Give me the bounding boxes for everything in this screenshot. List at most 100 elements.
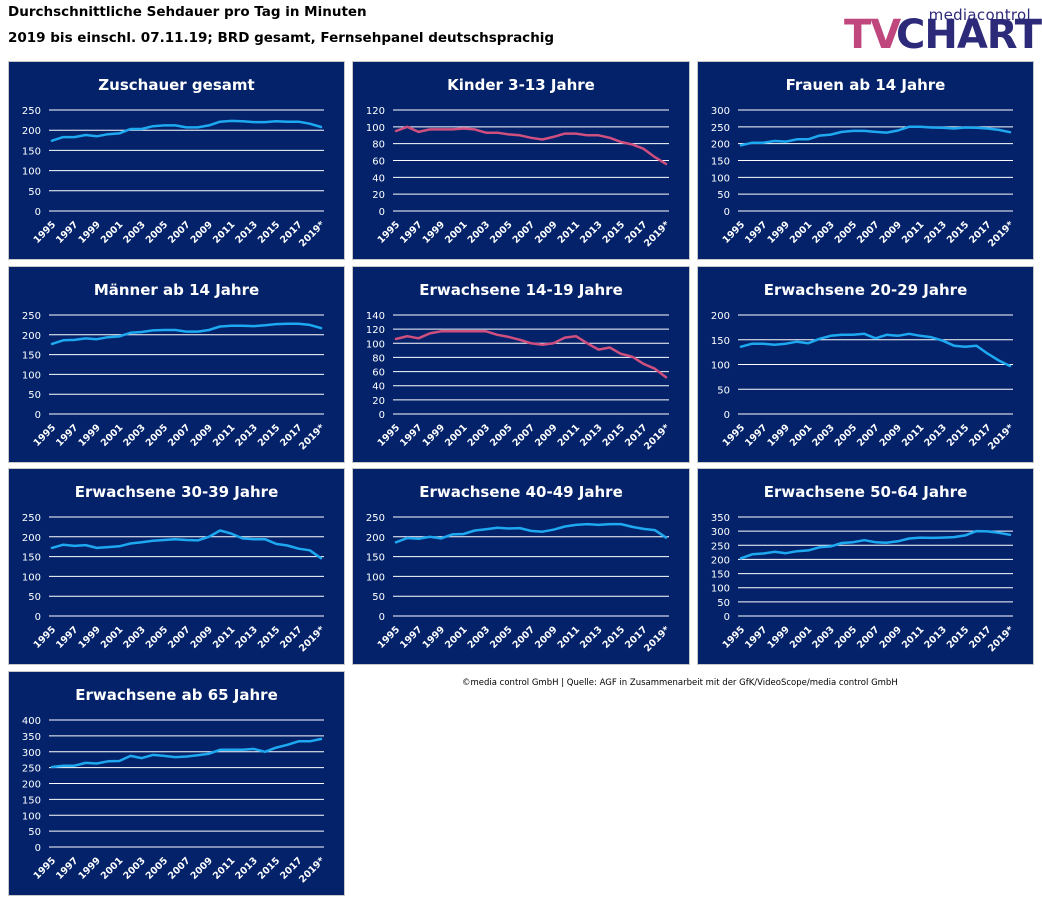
x-tick-label: 1997 — [398, 422, 424, 448]
y-tick-label: 40 — [372, 173, 385, 184]
x-tick-label: 1999 — [421, 422, 447, 448]
x-tick-label: 1999 — [421, 624, 447, 650]
x-tick-label: 2013 — [922, 624, 948, 650]
x-tick-label: 2015 — [256, 219, 282, 245]
y-tick-label: 200 — [711, 311, 730, 322]
x-tick-label: 2015 — [945, 219, 971, 245]
y-tick-label: 0 — [379, 207, 385, 218]
series-line — [739, 529, 1012, 560]
y-tick-label: 100 — [22, 370, 41, 381]
y-tick-label: 200 — [711, 555, 730, 566]
x-tick-label: 2013 — [578, 422, 604, 448]
y-tick-label: 200 — [22, 331, 41, 342]
x-tick-label: 2013 — [233, 422, 259, 448]
x-tick-label: 2005 — [488, 219, 514, 245]
x-tick-label: 1999 — [421, 219, 447, 245]
y-tick-label: 100 — [22, 167, 41, 178]
y-tick-label: 50 — [28, 390, 41, 401]
x-tick-label: 2003 — [121, 219, 147, 245]
y-tick-label: 150 — [366, 553, 385, 564]
y-tick-label: 250 — [22, 513, 41, 524]
chart-title: Erwachsene 20-29 Jahre — [764, 281, 968, 299]
x-tick-label: 2019* — [642, 422, 672, 452]
x-tick-label: 2005 — [833, 422, 859, 448]
chart-title: Erwachsene 30-39 Jahre — [75, 483, 279, 501]
y-tick-label: 250 — [366, 513, 385, 524]
x-tick-label: 2011 — [900, 219, 926, 245]
y-tick-label: 60 — [372, 368, 385, 379]
line-chart: Männer ab 14 Jahre0501001502002501995199… — [22, 281, 327, 452]
x-tick-label: 1995 — [376, 422, 402, 448]
y-tick-label: 200 — [22, 780, 41, 791]
x-tick-label: 1999 — [76, 422, 102, 448]
x-tick-label: 2003 — [810, 422, 836, 448]
y-tick-label: 0 — [35, 207, 41, 218]
x-tick-label: 2003 — [466, 219, 492, 245]
x-tick-label: 2007 — [855, 219, 881, 245]
x-tick-label: 2015 — [945, 624, 971, 650]
y-tick-label: 150 — [22, 553, 41, 564]
tv-charts-logo: mediacontrol TV CHARTS — [842, 4, 1042, 58]
y-tick-label: 50 — [28, 827, 41, 838]
y-tick-label: 50 — [717, 598, 730, 609]
chart-title: Kinder 3-13 Jahre — [447, 76, 595, 94]
x-tick-label: 2001 — [443, 624, 469, 650]
x-tick-label: 2007 — [166, 219, 192, 245]
x-tick-label: 1999 — [76, 855, 102, 881]
y-tick-label: 20 — [372, 396, 385, 407]
x-tick-label: 2009 — [533, 624, 559, 650]
x-tick-label: 2019* — [297, 855, 327, 885]
y-tick-label: 150 — [711, 336, 730, 347]
y-tick-label: 0 — [724, 612, 730, 623]
y-tick-label: 300 — [711, 106, 730, 117]
x-tick-label: 2005 — [144, 219, 170, 245]
series-line — [394, 522, 668, 544]
x-tick-label: 2003 — [121, 422, 147, 448]
x-tick-label: 2003 — [466, 422, 492, 448]
y-tick-label: 100 — [366, 123, 385, 134]
x-tick-label: 2013 — [233, 855, 259, 881]
series-line — [739, 332, 1012, 368]
y-tick-label: 150 — [711, 570, 730, 581]
x-tick-label: 2009 — [189, 422, 215, 448]
y-tick-label: 150 — [22, 146, 41, 157]
chart-title: Erwachsene ab 65 Jahre — [75, 686, 278, 704]
y-tick-label: 0 — [35, 843, 41, 854]
x-tick-label: 2015 — [601, 624, 627, 650]
y-tick-label: 100 — [22, 811, 41, 822]
x-tick-label: 2005 — [144, 855, 170, 881]
line-chart: Erwachsene 40-49 Jahre 0 50 100 150 200 250 199… — [366, 483, 672, 654]
y-tick-label: 250 — [711, 123, 730, 134]
x-tick-label: 1995 — [376, 219, 402, 245]
chart-panel-erwachsene-30-39: Erwachsene 30-39 Jahre 0 50 100 150 200 250 199… — [8, 468, 345, 665]
y-tick-label: 250 — [22, 311, 41, 322]
y-tick-label: 300 — [711, 527, 730, 538]
chart-panel-erwachsene-20-29: Erwachsene 20-29 Jahre 0 50 100 150 200 1995 19… — [697, 266, 1034, 463]
y-tick-label: 20 — [372, 190, 385, 201]
x-tick-label: 2001 — [788, 624, 814, 650]
x-tick-label: 1995 — [721, 219, 747, 245]
x-tick-label: 2003 — [810, 219, 836, 245]
x-tick-label: 2015 — [945, 422, 971, 448]
line-chart: Erwachsene 30-39 Jahre 0 50 100 150 200 250 199… — [22, 483, 327, 654]
x-tick-label: 2011 — [211, 855, 237, 881]
x-tick-label: 2011 — [900, 624, 926, 650]
y-tick-label: 0 — [724, 410, 730, 421]
y-tick-label: 50 — [717, 190, 730, 201]
page-subtitle: 2019 bis einschl. 07.11.19; BRD gesamt, … — [8, 30, 555, 46]
x-tick-label: 2019* — [297, 219, 327, 249]
y-tick-label: 100 — [366, 572, 385, 583]
line-chart: Kinder 3-13 Jahre 0 20 40 60 80 100 120 19951997… — [366, 76, 672, 249]
x-tick-label: 2005 — [488, 624, 514, 650]
x-tick-label: 2001 — [443, 219, 469, 245]
line-chart: Erwachsene 20-29 Jahre050100150200199519… — [711, 281, 1016, 452]
x-tick-label: 2007 — [511, 422, 537, 448]
x-tick-label: 1997 — [398, 624, 424, 650]
x-tick-label: 2011 — [211, 422, 237, 448]
x-tick-label: 2001 — [99, 422, 125, 448]
x-tick-label: 2001 — [99, 219, 125, 245]
x-tick-label: 1997 — [54, 855, 80, 881]
x-tick-label: 2009 — [878, 624, 904, 650]
x-tick-label: 2003 — [121, 624, 147, 650]
x-tick-label: 2019* — [297, 422, 327, 452]
